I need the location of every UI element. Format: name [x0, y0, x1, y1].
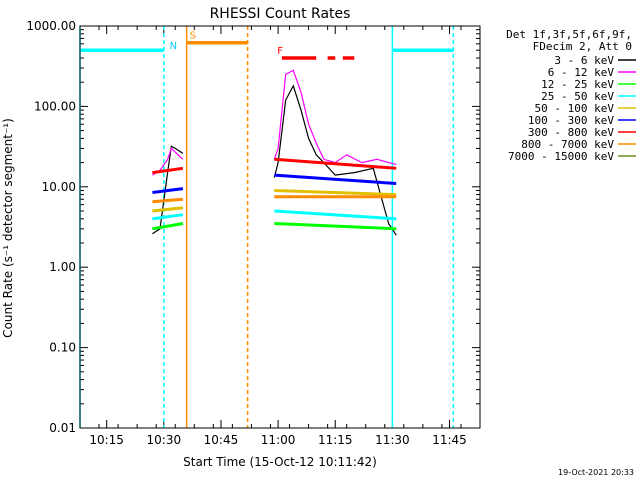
legend-label: 300 - 800 keV: [528, 126, 614, 139]
series-line: [274, 189, 397, 197]
x-axis-label: Start Time (15-Oct-12 10:11:42): [183, 455, 377, 469]
series-line: [152, 213, 184, 221]
series-line: [152, 206, 184, 213]
x-tick-label: 10:15: [89, 433, 124, 447]
series-line: [273, 84, 397, 236]
y-tick-label: 10.00: [42, 180, 76, 194]
legend-header-line-1: Det 1f,3f,5f,6f,9f,: [506, 28, 632, 41]
series-line: [152, 145, 184, 235]
series-line: [274, 209, 397, 221]
series-line: [273, 69, 397, 165]
chart-title: RHESSI Count Rates: [210, 6, 351, 22]
y-tick-label: 0.10: [49, 341, 76, 355]
legend-label: 12 - 25 keV: [541, 78, 614, 91]
series-line: [274, 157, 397, 170]
legend-label: 100 - 300 keV: [528, 114, 614, 127]
annotation-label: N: [170, 41, 177, 52]
x-tick-label: 11:45: [432, 433, 467, 447]
x-tick-label: 10:30: [147, 433, 182, 447]
legend-label: 800 - 7000 keV: [521, 138, 614, 151]
legend-label: 7000 - 15000 keV: [508, 150, 614, 163]
x-tick-label: 10:45: [204, 433, 239, 447]
series-line: [274, 222, 397, 231]
legend-label: 25 - 50 keV: [541, 90, 614, 103]
y-tick-label: 0.01: [49, 421, 76, 435]
annotation-label: F: [277, 46, 283, 57]
y-tick-label: 1000.00: [26, 19, 76, 33]
legend-label: 3 - 6 keV: [554, 54, 614, 67]
legend-label: 50 - 100 keV: [535, 102, 615, 115]
y-axis-label: Count Rate (s⁻¹ detector segment⁻¹): [1, 118, 15, 338]
x-tick-label: 11:15: [318, 433, 353, 447]
plot-layer: 10:15 10:30 10:45 11:00 11:15 11:30 11:45 0.01 0…: [26, 19, 481, 447]
series-line: [152, 222, 184, 231]
legend-label: 6 - 12 keV: [548, 66, 615, 79]
series-line: [152, 197, 184, 204]
plot-frame: [79, 25, 481, 429]
y-tick-label: 1.00: [49, 260, 76, 274]
annotation-label: S: [190, 30, 196, 41]
footer-timestamp: 19-Oct-2021 20:33: [558, 468, 634, 477]
x-tick-label: 11:00: [261, 433, 296, 447]
x-tick-label: 11:30: [375, 433, 410, 447]
series-line: [274, 173, 397, 185]
y-tick-label: 100.00: [34, 99, 76, 113]
series-line: [152, 187, 184, 194]
series-line: [152, 166, 184, 175]
legend-header-line-2: FDecim 2, Att 0: [533, 40, 632, 53]
